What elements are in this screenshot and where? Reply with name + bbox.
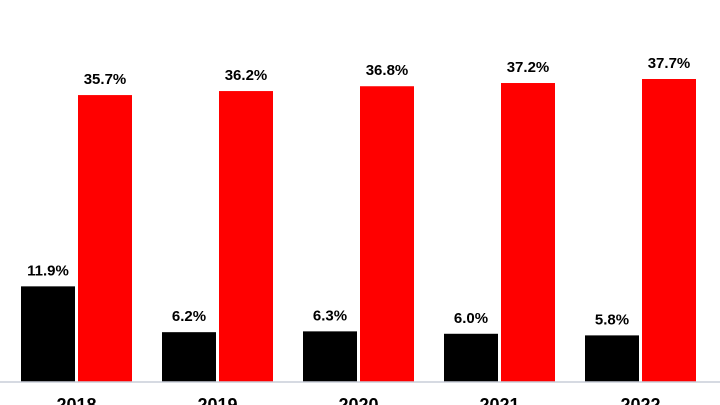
data-label-black-2020: 6.3% xyxy=(313,307,347,324)
bars-group xyxy=(21,79,696,383)
x-tick-label-2019: 2019 xyxy=(197,395,237,405)
x-tick-label-2021: 2021 xyxy=(479,395,519,405)
data-label-black-2018: 11.9% xyxy=(27,262,69,279)
data-label-red-2022: 37.7% xyxy=(648,55,691,72)
bar-red-2021 xyxy=(501,83,555,383)
data-label-black-2019: 6.2% xyxy=(172,308,206,325)
bar-red-2018 xyxy=(78,95,132,382)
data-label-red-2020: 36.8% xyxy=(366,62,409,79)
x-tick-label-2022: 2022 xyxy=(620,395,660,405)
bar-red-2020 xyxy=(360,86,414,382)
data-label-black-2022: 5.8% xyxy=(595,311,629,328)
bar-black-2020 xyxy=(303,331,357,382)
bar-red-2019 xyxy=(219,91,273,383)
data-label-red-2021: 37.2% xyxy=(507,59,550,76)
x-tick-label-2020: 2020 xyxy=(338,395,378,405)
data-label-red-2018: 35.7% xyxy=(84,71,127,88)
bar-black-2022 xyxy=(585,335,639,382)
x-tick-label-2018: 2018 xyxy=(56,395,96,405)
x-tick-labels-group: 2018 2019 2020 2021 2022 xyxy=(56,395,660,405)
data-labels-group: 11.9% 35.7% 6.2% 36.2% 6.3% 36.8% 6.0% 37.2% 5.8… xyxy=(27,55,690,328)
data-label-red-2019: 36.2% xyxy=(225,67,268,84)
bar-black-2019 xyxy=(162,332,216,382)
bar-black-2021 xyxy=(444,333,498,382)
bar-black-2018 xyxy=(21,286,75,382)
data-label-black-2021: 6.0% xyxy=(454,310,488,327)
bar-red-2022 xyxy=(642,79,696,382)
